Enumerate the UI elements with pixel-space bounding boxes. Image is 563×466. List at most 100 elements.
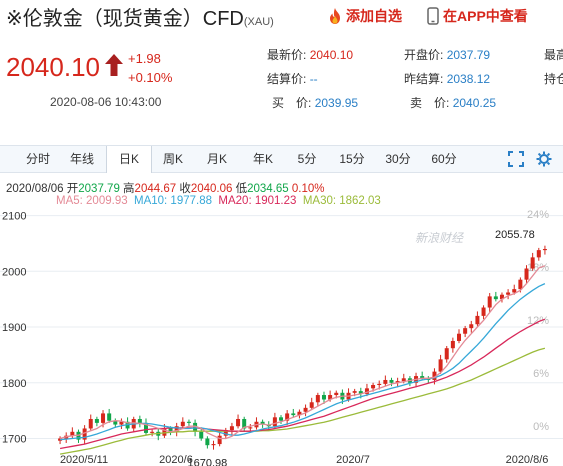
- candle-body: [88, 418, 93, 429]
- fullscreen-icon[interactable]: [508, 151, 524, 167]
- tab-yearly-k[interactable]: 年K: [252, 152, 273, 166]
- candle-body: [168, 428, 173, 432]
- ma10-value: MA10: 1977.88: [134, 195, 213, 207]
- candle-body: [334, 392, 339, 396]
- latest-price-value: 2040.10: [309, 48, 354, 62]
- tab-30min[interactable]: 30分: [385, 152, 411, 166]
- candle-body: [82, 428, 87, 440]
- buy-price-label: 买 价:: [272, 96, 312, 110]
- y-tick-label: 1800: [2, 378, 26, 390]
- ohlc-high-value: 2044.67: [134, 183, 177, 195]
- candle-body: [101, 413, 106, 423]
- ohlc-open-value: 2037.79: [78, 183, 120, 195]
- open-in-app-button[interactable]: 在APP中查看: [427, 6, 528, 26]
- ma30-line: [59, 347, 546, 455]
- candle-body: [137, 418, 142, 423]
- settle-price-value: --: [309, 72, 318, 86]
- y-tick-label: 2100: [2, 211, 26, 223]
- y-tick-label: 2000: [2, 266, 26, 278]
- y-tick-label: 1700: [2, 433, 26, 445]
- open-price-value: 2037.79: [446, 48, 491, 62]
- price-change: +1.98: [128, 51, 161, 66]
- current-price: 2040.10: [6, 52, 100, 82]
- candle-body: [542, 249, 547, 251]
- latest-price-row: 最新价: 2040.10: [267, 46, 353, 63]
- tab-daily-k[interactable]: 日K: [106, 146, 152, 173]
- candle-body: [58, 438, 63, 441]
- watermark-text: 新浪财经: [415, 231, 465, 245]
- settle-price-label: 结算价:: [267, 72, 307, 86]
- settings-icon[interactable]: [536, 151, 552, 167]
- candle-body: [248, 427, 253, 429]
- buy-price-row: 买 价: 2039.95: [272, 94, 358, 111]
- candle-body: [199, 431, 204, 439]
- candle-body: [303, 407, 308, 412]
- tab-15min[interactable]: 15分: [339, 152, 365, 166]
- open-price-label: 开盘价:: [404, 48, 444, 62]
- sell-price-row: 卖 价: 2040.25: [410, 94, 496, 111]
- title-prefix: ※: [6, 8, 23, 30]
- tab-weekly-k[interactable]: 周K: [162, 152, 183, 166]
- candle-body: [481, 307, 486, 316]
- candle-body: [450, 340, 455, 349]
- candle-body: [180, 421, 185, 427]
- candle-body: [236, 418, 241, 427]
- candle-body: [186, 421, 191, 423]
- candle-body: [444, 348, 449, 360]
- candle-body: [371, 384, 376, 389]
- open-interest-label-cut: 持仓: [544, 72, 563, 86]
- candle-body: [162, 428, 167, 436]
- add-watchlist-button[interactable]: 添加自选: [327, 6, 402, 26]
- high-price-label-cut: 最高: [544, 48, 563, 62]
- ohlc-row: 2020/08/06 开2037.79 高2044.67 收2040.06 低2…: [6, 180, 325, 196]
- candle-body: [315, 395, 320, 403]
- ma-row: MA5: 2009.93 MA10: 1977.88 MA20: 1901.23…: [56, 195, 381, 207]
- candle-body: [438, 359, 443, 372]
- ohlc-low-value: 2034.65: [247, 183, 289, 195]
- candle-body: [420, 376, 425, 379]
- candle-body: [499, 294, 504, 300]
- candle-body: [463, 328, 468, 334]
- open-price-row: 开盘价: 2037.79: [404, 46, 490, 63]
- candle-body: [493, 296, 498, 300]
- candle-body: [475, 315, 480, 325]
- candle-body: [321, 395, 326, 400]
- ohlc-change-pct: 0.10%: [291, 183, 325, 195]
- candle-body: [297, 411, 302, 416]
- up-arrow-icon: [105, 54, 123, 76]
- latest-price-label: 最新价:: [267, 48, 307, 62]
- ma10-line: [60, 283, 546, 441]
- candle-body: [395, 381, 400, 383]
- tab-5min[interactable]: 5分: [297, 152, 317, 166]
- open-in-app-label: 在APP中查看: [443, 8, 528, 24]
- pct-tick-label: 12%: [527, 315, 549, 327]
- ma20-value: MA20: 1901.23: [218, 195, 297, 207]
- candle-body: [70, 431, 75, 436]
- candle-body: [383, 379, 388, 384]
- candle-body: [389, 379, 394, 383]
- candle-body: [377, 383, 382, 385]
- candle-body: [143, 422, 148, 433]
- candle-body: [524, 268, 529, 280]
- pct-tick-label: 24%: [527, 209, 549, 221]
- tab-yearly-line[interactable]: 年线: [69, 152, 94, 166]
- ma20-line: [59, 318, 546, 450]
- sell-price-label: 卖 价:: [410, 96, 450, 110]
- x-tick-label: 2020/5/11: [60, 454, 108, 466]
- buy-price-value: 2039.95: [314, 96, 359, 110]
- tab-monthly-k[interactable]: 月K: [206, 152, 227, 166]
- candle-body: [229, 426, 234, 431]
- candle-body: [358, 391, 363, 394]
- max-price-label: 2055.78: [495, 229, 535, 241]
- ohlc-open-label: 开: [66, 183, 79, 195]
- prev-settle-label: 昨结算:: [404, 72, 444, 86]
- tab-60min[interactable]: 60分: [431, 152, 457, 166]
- ma5-line: [59, 265, 546, 440]
- candle-body: [223, 430, 228, 436]
- sell-price-value: 2040.25: [452, 96, 497, 110]
- tab-intraday[interactable]: 分时: [25, 152, 50, 166]
- candle-body: [205, 438, 210, 446]
- ohlc-low-label: 低: [235, 183, 248, 195]
- ohlc-close-label: 收: [179, 183, 191, 195]
